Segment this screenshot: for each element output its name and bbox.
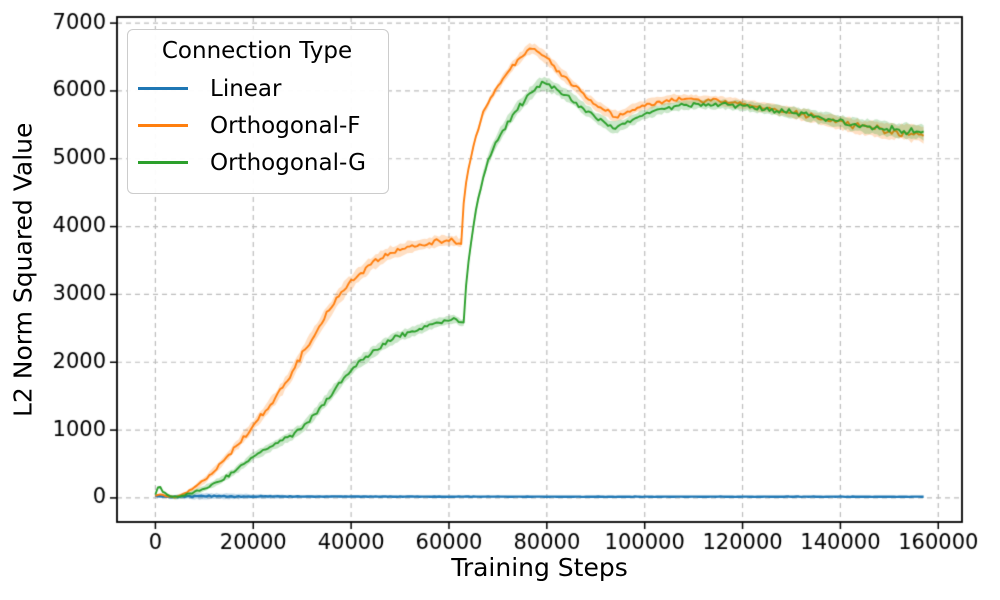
legend: Connection Type Linear Orthogonal-F Orth… [127,29,389,194]
orthogonal-g-line-swatch-icon [138,161,188,164]
legend-item-orthogonal-f: Orthogonal-F [138,107,376,144]
orthogonal-f-line-swatch-icon [138,124,188,127]
legend-item-linear: Linear [138,70,376,107]
legend-label-orthogonal-g: Orthogonal-G [210,149,366,176]
legend-label-orthogonal-f: Orthogonal-F [210,112,361,139]
legend-title: Connection Type [161,38,353,64]
x-axis-label: Training Steps [451,553,628,582]
linear-line-swatch-icon [138,87,188,90]
legend-item-orthogonal-g: Orthogonal-G [138,144,376,181]
legend-label-linear: Linear [210,75,282,102]
y-axis-label: L2 Norm Squared Value [8,122,38,417]
